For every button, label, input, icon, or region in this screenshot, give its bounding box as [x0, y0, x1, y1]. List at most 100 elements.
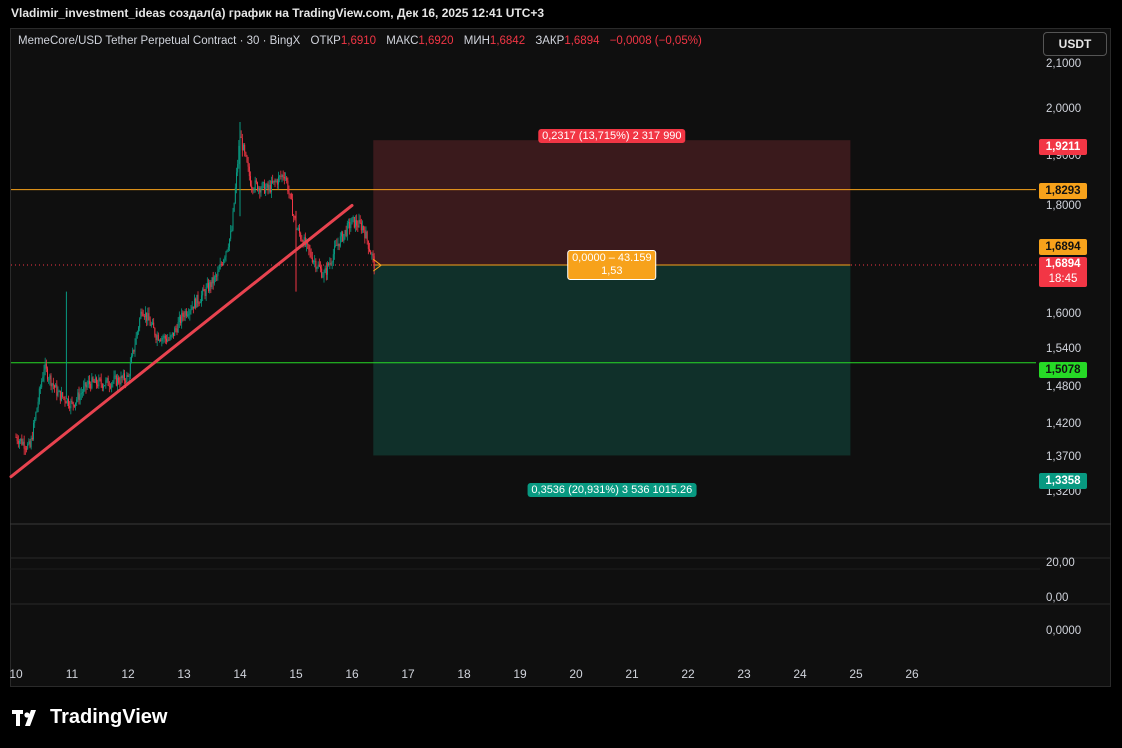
candle — [170, 334, 172, 340]
candle — [174, 326, 176, 337]
candle — [334, 240, 335, 260]
high-value: 1,6920 — [418, 35, 454, 47]
candle — [118, 375, 120, 385]
chart-caption: Vladimir_investment_ideas создал(а) граф… — [11, 6, 545, 20]
candle — [80, 386, 82, 400]
candle — [166, 334, 167, 345]
candle — [357, 220, 359, 233]
candle — [108, 381, 110, 393]
candle — [199, 299, 201, 304]
candle — [311, 251, 313, 264]
candle — [120, 371, 122, 386]
candle — [331, 260, 333, 270]
candle — [243, 143, 244, 151]
candle — [274, 178, 276, 188]
candle — [147, 307, 149, 326]
candle — [289, 193, 291, 200]
candle — [216, 273, 218, 282]
price-tick-label: 1,3700 — [1046, 451, 1082, 463]
candle — [119, 376, 121, 388]
time-tick-label: 18 — [457, 667, 471, 681]
candle — [273, 180, 275, 185]
candle — [369, 242, 370, 253]
candle — [258, 185, 260, 195]
candle — [322, 272, 324, 279]
candle — [54, 384, 55, 393]
candle — [352, 215, 354, 223]
candle — [355, 215, 356, 232]
candle — [66, 398, 68, 407]
price-tick-label: 1,3200 — [1046, 486, 1082, 498]
last-price-tag: 1,6894 18:45 — [1039, 257, 1087, 287]
candle — [178, 311, 180, 329]
candle — [301, 235, 303, 243]
candle — [315, 258, 317, 273]
candle — [21, 434, 23, 446]
candle — [184, 308, 186, 322]
candle — [132, 347, 134, 358]
candle — [230, 225, 232, 242]
candle — [86, 380, 88, 390]
candle — [35, 411, 37, 422]
candle — [110, 383, 111, 390]
candle — [49, 373, 51, 386]
candle — [161, 335, 163, 347]
candle — [83, 380, 85, 396]
candle — [330, 258, 332, 266]
candle — [190, 304, 192, 315]
candle — [275, 178, 277, 183]
candle — [345, 225, 347, 238]
currency-button[interactable]: USDT — [1043, 32, 1107, 56]
symbol-name[interactable]: MemeCore/USD Tether Perpetual Contract ·… — [18, 35, 301, 47]
candle — [177, 317, 179, 333]
low-value: 1,6842 — [489, 35, 526, 47]
time-tick-label: 19 — [513, 667, 527, 681]
candle — [255, 178, 257, 185]
time-tick-label: 23 — [737, 667, 751, 681]
candle — [135, 332, 137, 345]
time-tick-label: 21 — [625, 667, 639, 681]
candle — [101, 383, 103, 392]
candle — [93, 379, 95, 383]
candle — [30, 435, 32, 450]
candle — [206, 277, 208, 289]
candle — [37, 397, 39, 413]
candle — [62, 391, 64, 399]
candle — [122, 369, 124, 381]
candle — [58, 389, 60, 393]
price-tick-label: 1,4800 — [1046, 381, 1082, 393]
time-tick-label: 14 — [233, 667, 247, 681]
candle — [297, 225, 299, 231]
candle — [105, 377, 107, 389]
price-tick-label: 2,1000 — [1046, 58, 1082, 70]
candle — [309, 244, 311, 258]
candle — [133, 349, 135, 354]
tradingview-logo[interactable]: TradingView — [12, 706, 167, 729]
candle — [17, 435, 19, 448]
candle — [36, 407, 38, 413]
candle — [78, 386, 80, 405]
candle — [163, 333, 165, 343]
candle — [56, 380, 58, 401]
candle — [138, 325, 139, 335]
last-price-arrow — [372, 258, 382, 272]
candle — [55, 383, 57, 388]
candle — [259, 186, 261, 199]
candle — [70, 398, 72, 415]
candle — [220, 261, 222, 267]
candle — [343, 233, 345, 244]
candle — [19, 438, 20, 449]
candle — [211, 277, 213, 290]
candle — [299, 223, 300, 237]
candle — [103, 383, 104, 392]
time-tick-label: 17 — [401, 667, 415, 681]
candle — [61, 386, 62, 402]
candle — [213, 275, 215, 286]
candle — [42, 372, 44, 382]
candle — [253, 187, 255, 194]
candle — [79, 388, 81, 405]
high-label: МАКС — [386, 35, 419, 47]
candle — [318, 258, 320, 268]
candle — [218, 265, 220, 273]
